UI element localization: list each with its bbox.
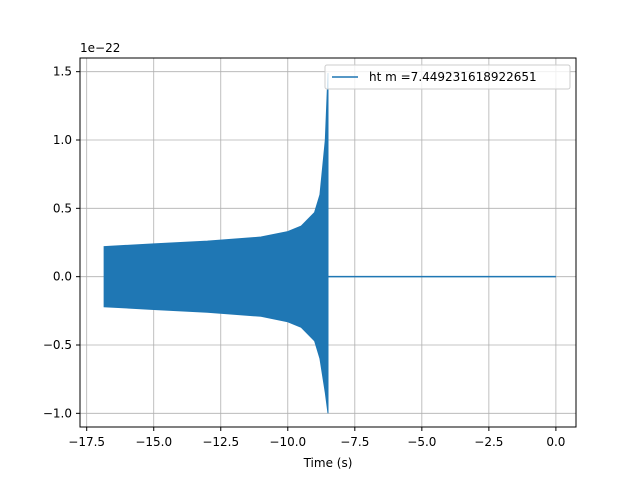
y-offset-label: 1e−22 — [80, 41, 120, 55]
x-tick-label: −12.5 — [202, 435, 239, 449]
x-tick-label: −7.5 — [340, 435, 369, 449]
x-tick-label: −15.0 — [135, 435, 172, 449]
x-tick-label: −17.5 — [68, 435, 105, 449]
x-tick-label: −10.0 — [269, 435, 306, 449]
y-tick-label: 0.0 — [53, 270, 72, 284]
y-tick-label: 0.5 — [53, 201, 72, 215]
x-tick-label: −5.0 — [407, 435, 436, 449]
x-ticks: −17.5 −15.0 −12.5 −10.0 −7.5 −5.0 −2.5 0.0 — [68, 427, 565, 449]
y-tick-label: −0.5 — [43, 338, 72, 352]
legend-box — [324, 64, 571, 90]
axes-frame — [79, 57, 577, 428]
x-tick-label: −2.5 — [474, 435, 503, 449]
x-axis-label: Time (s) — [303, 456, 353, 470]
y-ticks: −1.0 −0.5 0.0 0.5 1.0 1.5 — [43, 65, 80, 420]
y-tick-label: −1.0 — [43, 406, 72, 420]
y-tick-label: 1.5 — [53, 65, 72, 79]
y-tick-label: 1.0 — [53, 133, 72, 147]
legend-label: ht m =7.449231618922651 — [369, 70, 537, 84]
waveform-envelope — [103, 73, 329, 414]
x-tick-label: 0.0 — [546, 435, 565, 449]
legend: ht m =7.449231618922651 — [324, 64, 571, 90]
